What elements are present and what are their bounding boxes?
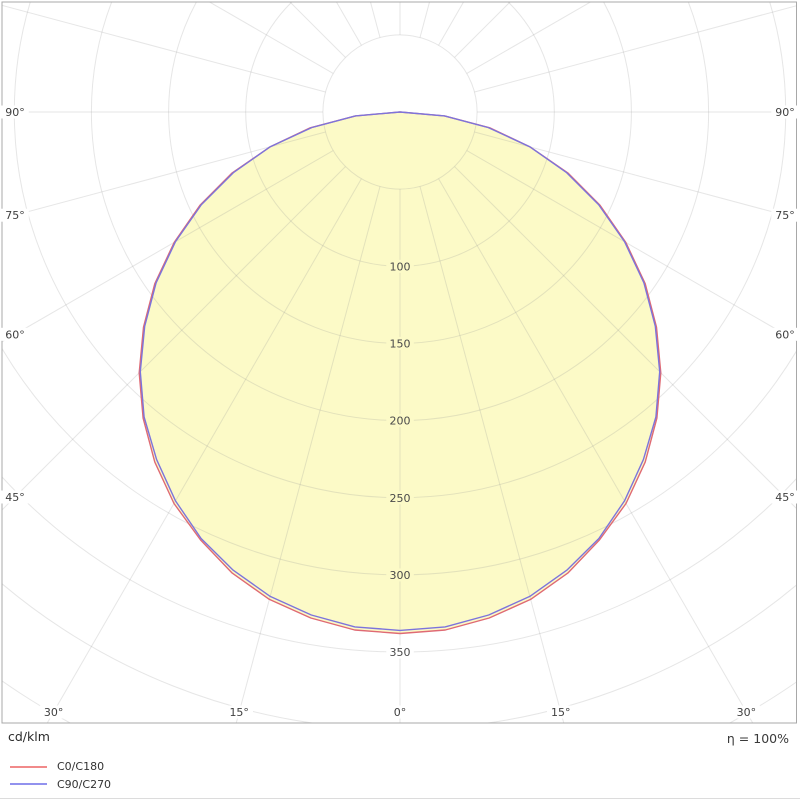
polar-grid-spoke — [438, 2, 464, 46]
legend-item: C90/C270 — [10, 776, 111, 794]
radial-tick-label: 350 — [390, 646, 411, 659]
polar-grid-spoke — [419, 186, 565, 723]
radial-tick-label: 200 — [390, 415, 411, 428]
angle-tick-label: 60° — [775, 328, 795, 341]
polar-grid-spoke — [466, 2, 591, 74]
polar-grid-spoke — [474, 5, 796, 93]
angle-tick-label: 90° — [775, 106, 795, 119]
angle-tick-label-mask — [1, 208, 29, 222]
angle-tick-label-mask — [225, 705, 253, 719]
radial-tick-label-mask — [386, 491, 414, 505]
angle-tick-label: 45° — [775, 491, 795, 504]
polar-grid-spoke — [454, 2, 511, 58]
polar-grid-spoke — [235, 186, 381, 723]
radial-tick-label-mask — [386, 259, 414, 273]
radial-tick-label: 150 — [390, 337, 411, 350]
angle-tick-label-mask — [389, 705, 411, 719]
angle-tick-label-mask — [771, 208, 799, 222]
angle-tick-label-mask — [1, 105, 29, 119]
angle-tick-label: 45° — [5, 491, 25, 504]
polar-grid-spoke — [46, 178, 362, 723]
polar-grid-ring — [322, 34, 478, 190]
angle-tick-label: 0° — [394, 706, 407, 719]
angle-tick-label: 75° — [775, 209, 795, 222]
polar-grid-spoke — [2, 166, 346, 511]
c0-c180-line-swatch — [10, 765, 47, 768]
polar-grid-spoke — [438, 178, 754, 723]
polar-grid-spoke — [474, 131, 796, 219]
legend: C0/C180 C90/C270 — [10, 758, 111, 793]
radial-tick-label-mask — [386, 336, 414, 350]
efficiency-label: η = 100% — [726, 731, 789, 746]
radial-tick-label-mask — [386, 645, 414, 659]
angle-tick-label-mask — [771, 105, 799, 119]
plot-border — [1, 1, 797, 724]
angle-tick-label: 90° — [5, 106, 25, 119]
radial-tick-label: 100 — [390, 260, 411, 273]
polar-photometric-chart: 100 150 200 250 300 350 90° 75° 60° 45° 30° 15° 0° 15… — [1, 1, 799, 724]
c90-c270-curve — [139, 111, 661, 632]
c90-c270-line-swatch — [10, 783, 47, 786]
angle-tick-label-mask — [771, 327, 799, 341]
intensity-fill — [139, 112, 661, 634]
angle-tick-label: 15° — [551, 706, 571, 719]
legend-label: C90/C270 — [57, 777, 112, 791]
polar-grid-spoke — [454, 166, 796, 509]
angle-tick-label-mask — [1, 327, 29, 341]
polar-grid-spoke — [2, 131, 326, 220]
polar-grid-spoke — [209, 2, 334, 74]
legend-label: C0/C180 — [57, 760, 105, 774]
page-bottom-border — [0, 798, 800, 799]
plot-area — [2, 2, 796, 723]
angle-tick-label: 30° — [44, 706, 64, 719]
angle-tick-label: 15° — [229, 706, 249, 719]
c0-c180-curve — [138, 111, 662, 635]
angle-tick-label-mask — [39, 705, 68, 719]
polar-grid-spoke — [289, 2, 346, 58]
radial-tick-label-mask — [386, 568, 414, 582]
angle-tick-label-mask — [771, 490, 799, 504]
angle-tick-label: 30° — [737, 706, 757, 719]
angle-tick-label-mask — [1, 490, 29, 504]
radial-tick-label: 250 — [390, 492, 411, 505]
legend-item: C0/C180 — [10, 758, 111, 776]
radial-tick-label-mask — [386, 414, 414, 428]
polar-grid-spoke — [2, 4, 326, 93]
polar-grid-spoke — [336, 2, 362, 46]
angle-tick-label: 60° — [5, 328, 25, 341]
radial-tick-label: 300 — [390, 569, 411, 582]
angle-tick-label-mask — [547, 705, 575, 719]
units-label: cd/klm — [8, 729, 50, 744]
angle-tick-label: 75° — [5, 209, 25, 222]
angle-tick-label-mask — [732, 705, 761, 719]
